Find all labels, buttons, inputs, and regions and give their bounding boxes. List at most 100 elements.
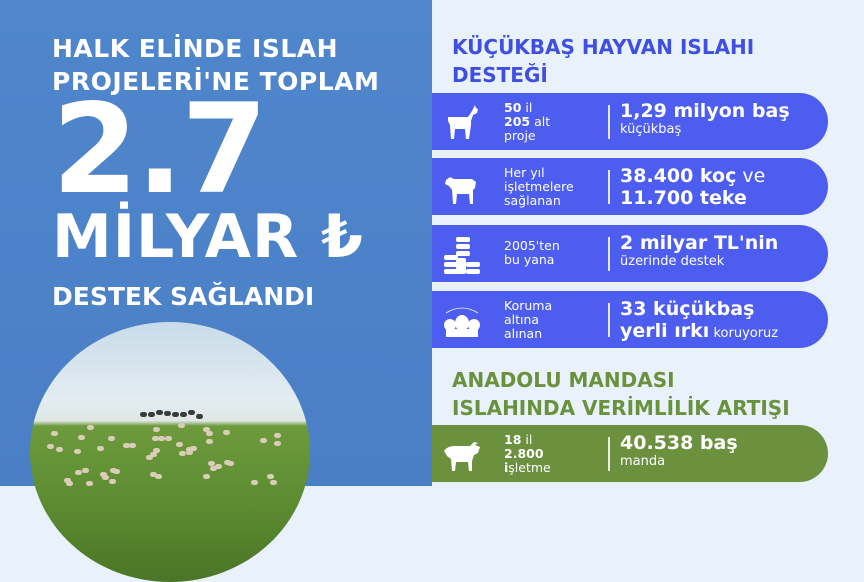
label-line3: sağlanan bbox=[504, 193, 561, 208]
bucks-count: 11.700 teke bbox=[620, 187, 747, 209]
headline-footer: DESTEK SAĞLANDI bbox=[52, 282, 315, 311]
sheep bbox=[153, 448, 161, 454]
sheep bbox=[172, 411, 179, 417]
provinces-count: 50 bbox=[504, 100, 522, 115]
sheep bbox=[188, 410, 195, 416]
rams-value: 38.400 koç ve 11.700 teke bbox=[620, 165, 765, 209]
goat-icon bbox=[448, 105, 478, 139]
sheep bbox=[122, 443, 130, 449]
sheep bbox=[179, 451, 187, 457]
sub-value: manda bbox=[620, 454, 666, 469]
divider bbox=[608, 170, 610, 204]
stat-row-buffalo: 18 il 2.800 işletme 40.538 baş manda bbox=[432, 425, 828, 482]
divider bbox=[608, 303, 610, 337]
ram-icon bbox=[445, 177, 476, 204]
stat-row-breeds: Koruma altına alınan 33 küçükbaş yerli ı… bbox=[432, 291, 828, 348]
sheep bbox=[56, 446, 64, 452]
divider bbox=[608, 437, 610, 471]
sheep bbox=[100, 471, 108, 477]
sheep bbox=[224, 460, 232, 466]
sheep bbox=[148, 412, 155, 418]
sub-value: küçükbaş bbox=[620, 122, 682, 137]
headline-line1: HALK ELİNDE ISLAH bbox=[52, 34, 339, 63]
buffalo-label: 18 il 2.800 işletme bbox=[504, 433, 551, 475]
breeds-label: yerli ırkı bbox=[620, 320, 710, 342]
sheep bbox=[251, 480, 258, 486]
label-line1: 2005'ten bbox=[504, 238, 560, 253]
sheep bbox=[140, 411, 147, 417]
sheep bbox=[270, 480, 278, 486]
sheep bbox=[77, 435, 85, 441]
sheep bbox=[164, 410, 171, 416]
provinces-count: 18 bbox=[504, 432, 522, 447]
sheep bbox=[109, 479, 116, 485]
conjunction: ve bbox=[736, 165, 766, 187]
sheep bbox=[50, 431, 58, 437]
sheep bbox=[154, 474, 162, 480]
buffalo-value: 40.538 baş manda bbox=[620, 432, 738, 470]
sheep bbox=[109, 467, 117, 473]
sheep bbox=[274, 441, 282, 447]
coins-icon bbox=[444, 237, 480, 274]
sheep bbox=[150, 472, 158, 478]
sheep-herd-icon bbox=[444, 307, 480, 337]
sub-value: üzerinde destek bbox=[620, 254, 725, 269]
sheep bbox=[46, 443, 54, 449]
water-buffalo-icon bbox=[444, 442, 480, 471]
sheep bbox=[206, 431, 214, 437]
headline: HALK ELİNDE ISLAH PROJELERİ'NE TOPLAM bbox=[52, 32, 379, 98]
breeds-count: 33 küçükbaş bbox=[620, 298, 755, 320]
sheep bbox=[151, 435, 159, 441]
sheep bbox=[267, 473, 275, 479]
breeds-value: 33 küçükbaş yerli ırkı koruyoruz bbox=[620, 298, 778, 342]
sheep bbox=[260, 437, 268, 443]
provinces-label: il bbox=[521, 432, 533, 447]
headline-line2: PROJELERİ'NE TOPLAM bbox=[52, 67, 380, 96]
sheep bbox=[209, 466, 217, 472]
label-line2: işletmelere bbox=[504, 179, 574, 194]
sheep bbox=[157, 436, 165, 442]
funding-label: 2005'ten bu yana bbox=[504, 239, 560, 267]
sheep bbox=[206, 438, 214, 444]
sheep bbox=[202, 426, 210, 432]
rams-label: Her yıl işletmelere sağlanan bbox=[504, 166, 574, 208]
sheep bbox=[73, 448, 81, 454]
label-line1: Koruma bbox=[504, 298, 553, 313]
sheep bbox=[150, 451, 158, 457]
sheep bbox=[223, 429, 231, 435]
sheep bbox=[129, 443, 137, 448]
subprojects-count: 205 bbox=[504, 114, 531, 129]
stat-row-funding: 2005'ten bu yana 2 milyar TL'nin üzerind… bbox=[432, 225, 828, 282]
sheep bbox=[178, 423, 186, 429]
main-value: 2 milyar TL'nin bbox=[620, 232, 779, 254]
sheep bbox=[196, 413, 203, 419]
sheep bbox=[153, 427, 161, 433]
farms-label: şletme bbox=[508, 460, 551, 475]
farms-count: 2.800 bbox=[504, 446, 544, 461]
breeds-label: Koruma altına alınan bbox=[504, 299, 552, 341]
section2-title-line2: ISLAHINDA VERİMLİLİK ARTIŞI bbox=[452, 396, 790, 420]
sheep bbox=[87, 425, 95, 430]
sheep bbox=[75, 469, 83, 475]
label-line2: bu yana bbox=[504, 252, 555, 267]
sheep bbox=[176, 441, 184, 447]
provinces-label: il bbox=[521, 100, 533, 115]
sheep bbox=[185, 450, 193, 456]
sheep bbox=[164, 436, 172, 442]
label-line1: Her yıl bbox=[504, 165, 545, 180]
left-panel: HALK ELİNDE ISLAH PROJELERİ'NE TOPLAM 2.… bbox=[0, 0, 432, 582]
sheep bbox=[108, 436, 116, 442]
subprojects-label: alt bbox=[530, 114, 551, 129]
label-line3: alınan bbox=[504, 326, 543, 341]
stat-row-rams: Her yıl işletmelere sağlanan 38.400 koç … bbox=[432, 158, 828, 215]
divider bbox=[608, 105, 610, 139]
sheep bbox=[85, 481, 93, 487]
amount-unit: MİLYAR ₺ bbox=[52, 202, 364, 272]
sheep bbox=[102, 475, 110, 481]
projects-label: 50 il 205 alt proje bbox=[504, 101, 550, 143]
sheep bbox=[81, 468, 89, 474]
section1-title: KÜÇÜKBAŞ HAYVAN ISLAHI DESTEĞİ bbox=[452, 33, 754, 89]
section2-title: ANADOLU MANDASI ISLAHINDA VERİMLİLİK ART… bbox=[452, 366, 790, 422]
divider bbox=[608, 237, 610, 271]
sheep bbox=[66, 481, 74, 487]
